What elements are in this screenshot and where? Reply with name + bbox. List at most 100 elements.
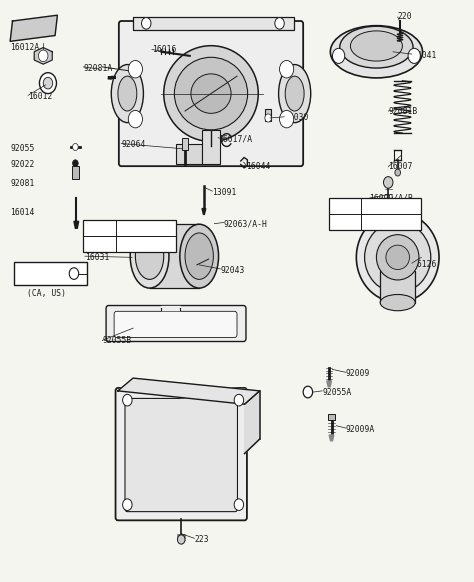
Ellipse shape	[350, 31, 402, 61]
FancyBboxPatch shape	[125, 399, 237, 512]
Text: 223: 223	[194, 535, 209, 544]
Text: 16007: 16007	[388, 162, 412, 171]
Circle shape	[177, 535, 185, 544]
Text: 92081: 92081	[10, 179, 35, 188]
Text: 92043: 92043	[220, 265, 245, 275]
Text: FRONT: FRONT	[24, 25, 43, 30]
Circle shape	[73, 160, 78, 167]
Text: 92063H: 92063H	[132, 241, 158, 247]
Ellipse shape	[376, 235, 419, 280]
Circle shape	[303, 386, 313, 398]
Ellipse shape	[118, 76, 137, 111]
FancyBboxPatch shape	[119, 21, 303, 166]
FancyBboxPatch shape	[201, 130, 220, 165]
Circle shape	[275, 17, 284, 29]
Ellipse shape	[285, 76, 304, 111]
Text: 16044: 16044	[246, 162, 271, 171]
Text: 16030: 16030	[284, 113, 309, 122]
Text: 16017/A: 16017/A	[218, 134, 252, 143]
Circle shape	[69, 268, 79, 279]
Ellipse shape	[185, 233, 213, 279]
Circle shape	[38, 50, 48, 62]
FancyBboxPatch shape	[106, 306, 246, 342]
FancyBboxPatch shape	[329, 198, 421, 230]
Text: 16009B: 16009B	[378, 219, 404, 225]
Circle shape	[142, 17, 151, 29]
Circle shape	[128, 61, 143, 78]
Text: 16009A: 16009A	[378, 203, 404, 209]
FancyBboxPatch shape	[182, 138, 188, 151]
Text: 16016: 16016	[152, 45, 176, 54]
Polygon shape	[150, 224, 199, 288]
Circle shape	[234, 499, 244, 510]
Ellipse shape	[191, 74, 231, 113]
Circle shape	[383, 176, 393, 188]
Circle shape	[234, 395, 244, 406]
Ellipse shape	[365, 222, 431, 293]
Ellipse shape	[380, 294, 415, 311]
FancyBboxPatch shape	[175, 144, 201, 165]
Ellipse shape	[111, 65, 144, 123]
Polygon shape	[161, 306, 180, 310]
Circle shape	[123, 499, 132, 510]
Text: 13091: 13091	[212, 188, 237, 197]
Ellipse shape	[340, 26, 413, 68]
Circle shape	[73, 144, 78, 151]
Text: 92081B: 92081B	[388, 107, 418, 115]
FancyBboxPatch shape	[83, 220, 175, 252]
Polygon shape	[10, 15, 57, 41]
Text: 92066: 92066	[19, 269, 44, 278]
Polygon shape	[34, 48, 52, 64]
Ellipse shape	[356, 212, 439, 302]
Text: LH: LH	[341, 203, 350, 209]
Text: 220: 220	[398, 12, 412, 22]
Ellipse shape	[136, 233, 164, 279]
Circle shape	[43, 77, 53, 89]
Text: 16014: 16014	[10, 208, 35, 217]
Polygon shape	[327, 381, 331, 387]
Circle shape	[123, 395, 132, 406]
FancyBboxPatch shape	[14, 262, 87, 285]
Text: 16012: 16012	[28, 92, 53, 101]
Ellipse shape	[130, 224, 169, 288]
Text: 16126: 16126	[412, 260, 436, 269]
Polygon shape	[245, 391, 260, 453]
Text: 92055A: 92055A	[322, 388, 351, 396]
Text: RH: RH	[341, 219, 350, 225]
Ellipse shape	[164, 46, 258, 141]
Circle shape	[128, 111, 143, 128]
Ellipse shape	[386, 245, 410, 269]
Text: 14041: 14041	[412, 51, 436, 60]
Text: (CA, US): (CA, US)	[27, 289, 66, 299]
Polygon shape	[202, 208, 206, 214]
Text: 92022: 92022	[10, 160, 35, 169]
Text: 92066: 92066	[27, 270, 51, 279]
Ellipse shape	[279, 65, 311, 123]
FancyBboxPatch shape	[114, 311, 237, 338]
Circle shape	[395, 169, 401, 176]
Circle shape	[280, 111, 294, 128]
Text: 92055: 92055	[10, 144, 35, 153]
Text: 16012A: 16012A	[10, 42, 39, 52]
FancyBboxPatch shape	[380, 271, 415, 303]
Text: 92063G: 92063G	[132, 225, 158, 231]
Text: 92009A: 92009A	[346, 425, 375, 434]
Polygon shape	[329, 435, 334, 441]
Text: 92009: 92009	[346, 369, 370, 378]
Polygon shape	[118, 378, 260, 404]
Text: LH: LH	[95, 225, 104, 231]
Text: 92055B: 92055B	[102, 336, 132, 345]
Text: 92063/A-H: 92063/A-H	[224, 219, 268, 228]
FancyBboxPatch shape	[328, 414, 335, 420]
Ellipse shape	[330, 26, 422, 78]
Circle shape	[265, 114, 272, 122]
FancyBboxPatch shape	[116, 388, 247, 520]
FancyBboxPatch shape	[133, 17, 294, 30]
Circle shape	[408, 48, 420, 63]
Text: 16031: 16031	[85, 253, 109, 262]
Text: 92064: 92064	[121, 140, 146, 149]
Circle shape	[280, 61, 294, 78]
Circle shape	[39, 73, 56, 94]
Circle shape	[332, 48, 345, 63]
Ellipse shape	[174, 57, 247, 130]
